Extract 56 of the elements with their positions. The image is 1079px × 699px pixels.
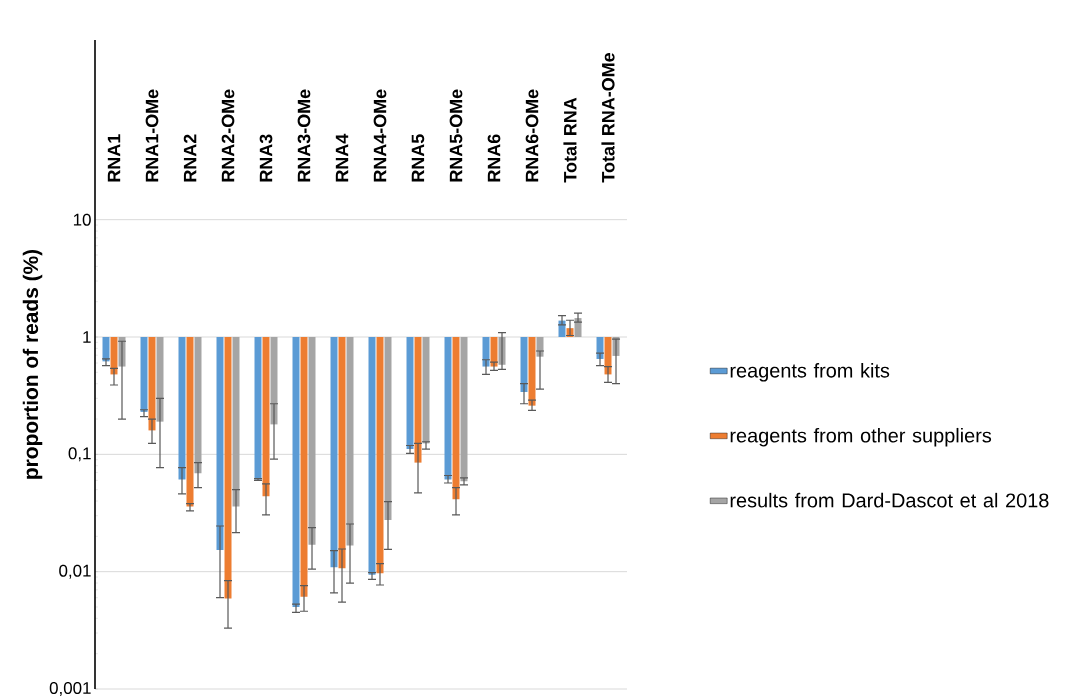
x-tick-label: RNA3 <box>259 134 273 182</box>
y-tick-label: 0,01 <box>59 564 91 579</box>
bar <box>308 337 316 545</box>
y-tick-label: 10 <box>73 213 91 226</box>
bar <box>148 337 156 431</box>
x-tick-label: RNA5 <box>411 134 425 182</box>
bar <box>262 337 270 497</box>
x-tick-label: RNA6-OMe <box>525 89 539 182</box>
bar <box>140 337 148 412</box>
bar <box>292 337 300 607</box>
y-axis-title: proportion of reads (%) <box>22 249 43 479</box>
bar <box>528 337 536 406</box>
x-tick-label: RNA2-OMe <box>221 89 235 182</box>
bar <box>186 337 194 507</box>
bar <box>346 337 354 546</box>
bar <box>156 337 164 422</box>
bar <box>254 337 262 480</box>
x-tick-label: RNA1-OMe <box>145 89 159 182</box>
bar <box>338 337 346 569</box>
x-tick-label: Total RNA <box>563 97 577 183</box>
bar <box>224 337 232 599</box>
bar <box>368 337 376 575</box>
y-tick-label: 0,1 <box>68 447 91 462</box>
x-tick-label: RNA4 <box>335 133 349 182</box>
x-tick-label: RNA5-OMe <box>449 89 463 182</box>
legend-label: reagents from other suppliers <box>730 427 992 447</box>
x-tick-label: RNA3-OMe <box>297 89 311 182</box>
bar <box>194 337 202 474</box>
bar <box>444 337 452 480</box>
bar <box>604 337 612 375</box>
bar <box>270 337 278 425</box>
x-tick-label: RNA6 <box>487 134 501 182</box>
bar <box>178 337 186 480</box>
x-tick-label: Total RNA-OMe <box>601 53 615 183</box>
bar <box>422 337 430 444</box>
bar <box>232 337 240 507</box>
y-tick-label: 1 <box>83 331 91 343</box>
x-tick-label: RNA4-OMe <box>373 89 387 182</box>
y-tick-label: 0,001 <box>49 682 91 697</box>
bar <box>110 337 118 375</box>
legend-label: reagents from kits <box>730 363 890 382</box>
bar <box>482 337 490 367</box>
bar <box>452 337 460 500</box>
bar <box>414 337 422 463</box>
bar <box>330 337 338 568</box>
bar <box>460 337 468 482</box>
bar <box>406 337 414 450</box>
bar <box>216 337 224 551</box>
bar <box>376 337 384 574</box>
bar <box>300 337 308 597</box>
bar <box>490 337 498 367</box>
bar <box>520 337 528 392</box>
x-tick-label: RNA2 <box>183 134 197 182</box>
bar <box>384 337 392 520</box>
x-tick-label: RNA1 <box>107 134 121 182</box>
legend-label: results from Dard-Dascot et al 2018 <box>730 492 1049 508</box>
